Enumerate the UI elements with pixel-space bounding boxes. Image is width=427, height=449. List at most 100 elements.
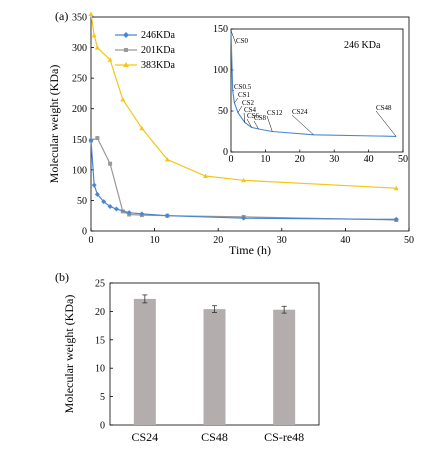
panel-b: (b) 0 5 10 15 20 25 CS24 CS48 CS-re48 Molecular… bbox=[55, 270, 320, 444]
data-point bbox=[126, 210, 132, 216]
b-y-tick-label: 0 bbox=[100, 421, 105, 432]
inset-frame bbox=[230, 28, 404, 153]
data-point bbox=[113, 206, 119, 212]
data-point bbox=[108, 161, 113, 166]
y-tick-label: 150 bbox=[72, 135, 87, 146]
data-point bbox=[95, 136, 100, 141]
legend-item-383: 383KDa bbox=[115, 60, 175, 71]
category-label: CS-re48 bbox=[264, 430, 304, 444]
x-tick-label: 0 bbox=[89, 235, 94, 246]
panel-b-ticks: 0 5 10 15 20 25 bbox=[95, 279, 113, 432]
b-y-tick-label: 5 bbox=[100, 392, 105, 403]
panel-b-label: (b) bbox=[55, 270, 69, 284]
inset-annotation-leader bbox=[243, 112, 246, 123]
inset-series-line bbox=[230, 30, 397, 137]
y-tick-label: 50 bbox=[77, 196, 87, 207]
panel-a-series bbox=[88, 11, 399, 222]
data-point bbox=[101, 199, 107, 205]
inset-annotation-leader bbox=[234, 97, 239, 103]
panel-a-legend: 246KDa 201KDa 383KDa bbox=[115, 30, 175, 71]
category-label: CS24 bbox=[131, 430, 158, 444]
data-point bbox=[139, 211, 145, 217]
inset-annotation-label: CS48 bbox=[376, 104, 392, 112]
inset-annotation-label: CS4 bbox=[244, 106, 257, 114]
data-point bbox=[94, 45, 100, 50]
legend-383-label: 383KDa bbox=[141, 60, 175, 71]
inset-annotation-leader bbox=[246, 118, 252, 128]
data-point bbox=[241, 215, 247, 221]
inset-y-tick-label: 50 bbox=[218, 106, 228, 117]
inset-annotation-label: CS6 bbox=[247, 112, 260, 120]
data-point bbox=[120, 97, 126, 102]
data-point bbox=[91, 182, 97, 188]
y-tick-label: 300 bbox=[72, 43, 87, 54]
data-point bbox=[164, 156, 170, 162]
data-point bbox=[393, 216, 399, 222]
inset-annotation-leader bbox=[232, 89, 235, 91]
inset-series bbox=[230, 30, 397, 137]
inset-annotation-label: CS24 bbox=[292, 108, 308, 116]
inset-x-tick-label: 40 bbox=[364, 154, 374, 165]
b-y-tick-label: 10 bbox=[95, 364, 105, 375]
inset-ticks: 0 10 20 30 40 50 0 50 100 150 bbox=[213, 24, 408, 165]
data-point bbox=[107, 57, 113, 62]
y-tick-label: 250 bbox=[72, 74, 87, 85]
inset-y-tick-label: 100 bbox=[213, 65, 228, 76]
x-tick-label: 30 bbox=[277, 235, 287, 246]
series-line-383KDa bbox=[90, 13, 397, 189]
legend-item-201: 201KDa bbox=[115, 45, 175, 56]
b-y-tick-label: 15 bbox=[95, 335, 105, 346]
inset-annotation-leader bbox=[375, 110, 397, 137]
panel-a-label: (a) bbox=[55, 9, 68, 23]
inset-annotation-label: CS1 bbox=[238, 91, 251, 99]
x-tick-label: 40 bbox=[340, 235, 350, 246]
x-tick-label: 50 bbox=[404, 235, 414, 246]
data-point bbox=[393, 185, 399, 191]
data-point bbox=[202, 173, 208, 178]
panel-a-xlabel: Time (h) bbox=[229, 243, 271, 257]
category-label: CS48 bbox=[201, 430, 228, 444]
y-tick-label: 200 bbox=[72, 104, 87, 115]
bar-CS24 bbox=[133, 298, 156, 425]
b-y-tick-label: 25 bbox=[95, 279, 105, 290]
inset-title: 246 KDa bbox=[344, 40, 381, 51]
inset-annotation-label: CS2 bbox=[242, 99, 255, 107]
panel-a-ylabel: Molecular weight (KDa) bbox=[47, 65, 61, 184]
inset-x-tick-label: 10 bbox=[260, 154, 270, 165]
inset-annotation-leader bbox=[266, 115, 273, 132]
data-point bbox=[94, 191, 100, 197]
x-tick-label: 10 bbox=[150, 235, 160, 246]
inset-annotation-leader bbox=[253, 120, 259, 130]
panel-a-frame bbox=[90, 16, 410, 232]
legend-201-label: 201KDa bbox=[141, 45, 175, 56]
legend-246-label: 246KDa bbox=[141, 30, 175, 41]
panel-b-ylabel: Molecular weight (KDa) bbox=[62, 295, 76, 414]
inset-y-tick-label: 150 bbox=[213, 24, 228, 35]
inset-x-tick-label: 0 bbox=[229, 154, 234, 165]
inset-annotation-label: CS12 bbox=[267, 109, 283, 117]
b-y-tick-label: 20 bbox=[95, 307, 105, 318]
x-tick-label: 20 bbox=[213, 235, 223, 246]
y-tick-label: 0 bbox=[82, 227, 87, 238]
y-tick-label: 100 bbox=[72, 165, 87, 176]
inset-x-tick-label: 30 bbox=[329, 154, 339, 165]
inset-annotation-leader bbox=[291, 114, 314, 135]
data-point bbox=[88, 138, 94, 144]
inset-annotation-leader bbox=[230, 30, 237, 45]
data-point bbox=[91, 32, 97, 38]
inset-x-tick-label: 20 bbox=[295, 154, 305, 165]
bar-CS-re48 bbox=[273, 309, 296, 425]
panel-b-bars: CS24 CS48 CS-re48 bbox=[131, 294, 304, 444]
data-point bbox=[164, 213, 170, 219]
data-point bbox=[241, 177, 247, 183]
inset-x-tick-label: 50 bbox=[398, 154, 408, 165]
inset-annotation-label: CS0 bbox=[236, 37, 249, 45]
legend-item-246: 246KDa bbox=[115, 30, 175, 41]
inset-annotation-label: CS8 bbox=[254, 114, 267, 122]
bar-CS48 bbox=[203, 309, 226, 425]
